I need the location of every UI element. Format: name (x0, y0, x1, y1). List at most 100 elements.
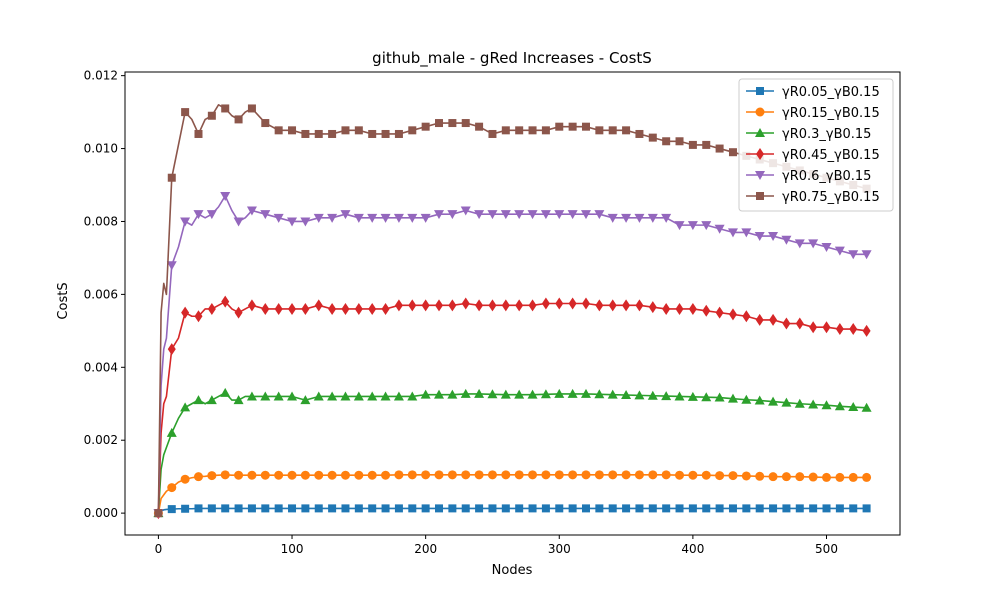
data-point (848, 402, 859, 412)
x-tick-label: 200 (414, 542, 437, 556)
data-point (274, 504, 283, 513)
data-point (795, 472, 805, 482)
data-point (246, 206, 257, 216)
data-point (260, 391, 271, 401)
data-point (688, 140, 697, 149)
data-point (207, 302, 216, 315)
data-point (207, 471, 217, 481)
data-point (313, 391, 324, 401)
data-point (794, 398, 805, 408)
data-point (674, 391, 685, 401)
data-point (206, 210, 217, 220)
data-point (622, 126, 631, 135)
y-tick-label: 0.004 (84, 360, 118, 374)
data-point (273, 213, 284, 223)
data-point (648, 133, 657, 142)
data-point (635, 504, 644, 513)
data-point (635, 299, 644, 312)
data-point (274, 126, 283, 135)
data-point (461, 470, 471, 480)
data-point (862, 504, 871, 513)
data-point (207, 504, 216, 513)
x-tick-label: 100 (281, 542, 304, 556)
data-point (541, 470, 551, 480)
data-point (581, 297, 590, 310)
data-point (434, 470, 444, 480)
data-point (475, 299, 484, 312)
data-point (166, 261, 177, 271)
data-point (568, 297, 577, 310)
data-point (288, 302, 297, 315)
data-point (688, 504, 697, 513)
data-point (675, 137, 684, 146)
data-point (727, 228, 738, 238)
data-point (368, 302, 377, 315)
data-point (515, 504, 524, 513)
data-point (207, 111, 216, 120)
data-point (288, 504, 297, 513)
series-5 (153, 191, 872, 519)
data-point (768, 472, 778, 482)
y-tick-label: 0.002 (84, 433, 118, 447)
data-point (421, 504, 430, 513)
data-point (460, 206, 471, 216)
data-point (340, 470, 350, 480)
data-point (727, 393, 738, 403)
data-point (514, 210, 525, 220)
legend-item: γR0.3_γB0.15 (746, 127, 871, 142)
data-point (821, 400, 832, 410)
data-point (768, 396, 779, 406)
data-point (688, 302, 697, 315)
data-point (341, 126, 350, 135)
data-point (260, 470, 270, 480)
data-point (501, 299, 510, 312)
data-point (488, 129, 497, 138)
data-point (447, 389, 458, 399)
data-point (287, 470, 297, 480)
data-point (393, 391, 404, 401)
data-point (862, 324, 871, 337)
data-point (567, 388, 578, 398)
data-point (634, 213, 645, 223)
legend: γR0.05_γB0.15 γR0.15_γB0.15 γR0.3_γB0.15 γR… (738, 78, 894, 212)
data-point (822, 472, 832, 482)
data-point (474, 470, 484, 480)
data-point (475, 504, 484, 513)
data-point (581, 470, 591, 480)
data-point (769, 313, 778, 326)
data-point (647, 213, 658, 223)
data-point (608, 504, 617, 513)
data-point (528, 299, 537, 312)
data-point (648, 504, 657, 513)
data-point (595, 504, 604, 513)
data-point (782, 317, 791, 330)
data-point (167, 173, 176, 182)
data-point (540, 389, 551, 399)
data-point (394, 299, 403, 312)
data-point (181, 504, 190, 513)
data-point (608, 299, 617, 312)
data-point (221, 295, 230, 308)
data-point (528, 470, 538, 480)
data-point (166, 427, 177, 437)
data-point (568, 504, 577, 513)
data-point (661, 213, 672, 223)
data-point (702, 504, 711, 513)
data-point (541, 504, 550, 513)
series-4 (154, 295, 871, 520)
data-point (594, 210, 605, 220)
data-point (247, 104, 256, 113)
data-point (849, 504, 858, 513)
data-point (527, 210, 538, 220)
data-point (435, 299, 444, 312)
plot-area: 0 100 200 300 400 500 0.000 0.002 0.004 0.006 0.00… (84, 69, 901, 556)
data-point (594, 470, 604, 480)
data-point (434, 210, 445, 220)
data-point (555, 122, 564, 131)
data-point (408, 126, 417, 135)
data-point (808, 399, 819, 409)
data-point (634, 470, 644, 480)
data-point (154, 509, 163, 518)
data-point (755, 313, 764, 326)
data-point (835, 323, 844, 336)
